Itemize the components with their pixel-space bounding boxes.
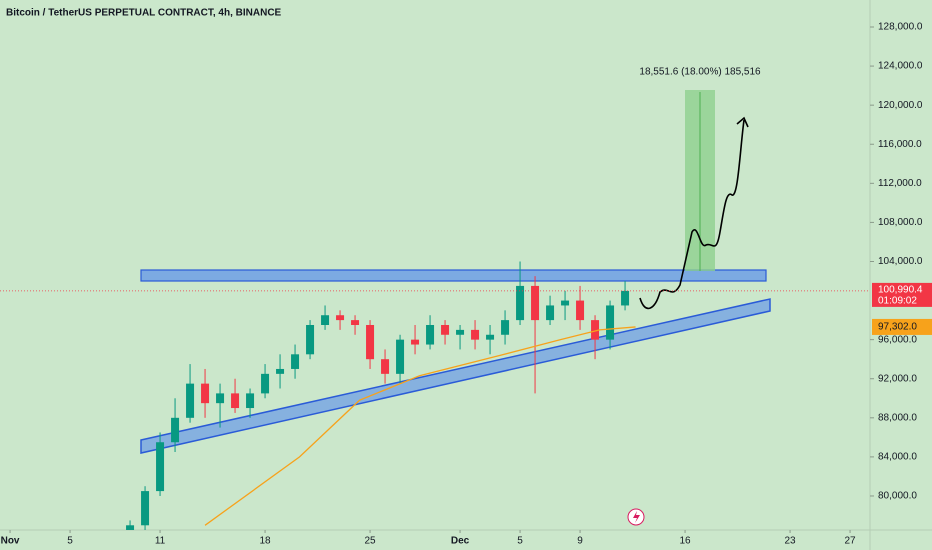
candle-body bbox=[261, 373, 270, 394]
y-tick-label: 92,000.0 bbox=[878, 373, 917, 384]
x-tick-label: 5 bbox=[67, 536, 73, 547]
projection-path bbox=[639, 119, 745, 310]
event-icon-bolt bbox=[633, 511, 640, 523]
candle-body bbox=[126, 525, 135, 530]
candle-body bbox=[351, 320, 360, 325]
candle-body bbox=[441, 324, 450, 335]
y-tick-label: 96,000.0 bbox=[878, 334, 917, 345]
y-tick-label: 116,000.0 bbox=[878, 139, 922, 150]
candle-body bbox=[576, 300, 585, 321]
countdown-label: 01:09:02 bbox=[878, 296, 917, 307]
y-tick-label: 108,000.0 bbox=[878, 217, 923, 228]
candle-body bbox=[201, 383, 210, 404]
y-tick-label: 104,000.0 bbox=[878, 256, 923, 267]
x-tick-label: 18 bbox=[259, 536, 271, 547]
candle-body bbox=[336, 315, 345, 321]
candle-body bbox=[306, 324, 315, 355]
candle-body bbox=[486, 334, 495, 340]
last-price-label: 100,990.4 bbox=[878, 285, 923, 296]
candle-body bbox=[276, 368, 285, 374]
candle-body bbox=[291, 354, 300, 369]
candle-body bbox=[606, 305, 615, 340]
candle-body bbox=[426, 324, 435, 345]
candle-body bbox=[216, 393, 225, 404]
y-tick-label: 120,000.0 bbox=[878, 100, 923, 111]
candle-body bbox=[366, 324, 375, 360]
moving-average bbox=[204, 326, 636, 526]
x-tick-label: 5 bbox=[517, 536, 523, 547]
y-tick-label: 124,000.0 bbox=[878, 61, 923, 72]
x-tick-label: Dec bbox=[451, 536, 470, 547]
last-price-box bbox=[872, 282, 932, 307]
y-tick-label: 128,000.0 bbox=[878, 22, 923, 33]
y-tick-label: 112,000.0 bbox=[878, 178, 922, 189]
candle-body bbox=[561, 300, 570, 306]
candle-body bbox=[516, 285, 525, 321]
candle-body bbox=[471, 329, 480, 340]
x-tick-label: 23 bbox=[784, 536, 796, 547]
candle-body bbox=[231, 393, 240, 409]
candle-body bbox=[246, 393, 255, 409]
candle-body bbox=[396, 339, 405, 374]
candle-body bbox=[141, 491, 150, 526]
x-tick-label: 27 bbox=[844, 536, 856, 547]
candle-body bbox=[186, 383, 195, 418]
candle-body bbox=[321, 315, 330, 325]
candle-body bbox=[171, 417, 180, 443]
projection-arrowhead bbox=[736, 116, 749, 128]
candle-body bbox=[531, 285, 540, 321]
measure-label: 18,551.6 (18.00%) 185,516 bbox=[639, 67, 761, 78]
candle-body bbox=[156, 442, 165, 492]
candle-body bbox=[411, 339, 420, 345]
candle-body bbox=[591, 320, 600, 340]
x-tick-label: Nov bbox=[1, 536, 20, 547]
x-tick-label: 25 bbox=[364, 536, 376, 547]
chart-title: Bitcoin / TetherUS PERPETUAL CONTRACT, 4… bbox=[6, 8, 282, 19]
candle-body bbox=[501, 320, 510, 335]
x-tick-label: 16 bbox=[679, 536, 691, 547]
ma-value-label: 97,302.0 bbox=[878, 322, 917, 333]
x-tick-label: 9 bbox=[577, 536, 583, 547]
candle-body bbox=[381, 359, 390, 374]
y-tick-label: 84,000.0 bbox=[878, 452, 917, 463]
resistance-zone bbox=[140, 269, 767, 282]
x-tick-label: 11 bbox=[155, 536, 166, 547]
candle-body bbox=[456, 329, 465, 335]
plot-area bbox=[126, 261, 636, 530]
candle-body bbox=[546, 305, 555, 321]
y-tick-label: 88,000.0 bbox=[878, 412, 917, 423]
candle-body bbox=[621, 290, 630, 306]
ma-value-box bbox=[872, 318, 932, 335]
y-tick-label: 80,000.0 bbox=[878, 491, 917, 502]
